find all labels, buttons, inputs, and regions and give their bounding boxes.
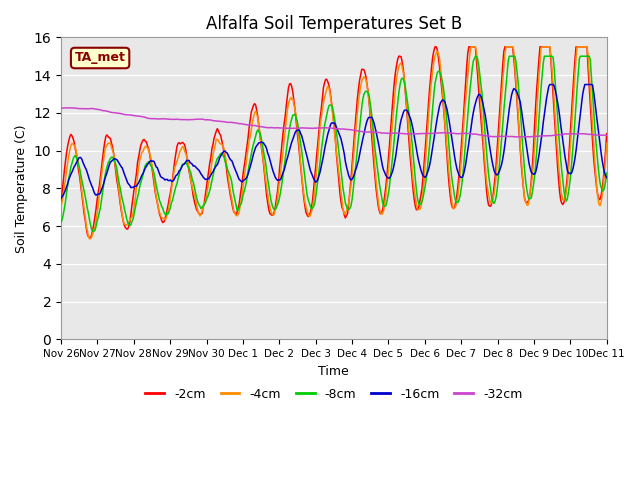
Y-axis label: Soil Temperature (C): Soil Temperature (C) [15, 124, 28, 252]
Title: Alfalfa Soil Temperatures Set B: Alfalfa Soil Temperatures Set B [205, 15, 462, 33]
Text: TA_met: TA_met [75, 51, 125, 64]
Legend: -2cm, -4cm, -8cm, -16cm, -32cm: -2cm, -4cm, -8cm, -16cm, -32cm [140, 383, 527, 406]
X-axis label: Time: Time [319, 365, 349, 378]
